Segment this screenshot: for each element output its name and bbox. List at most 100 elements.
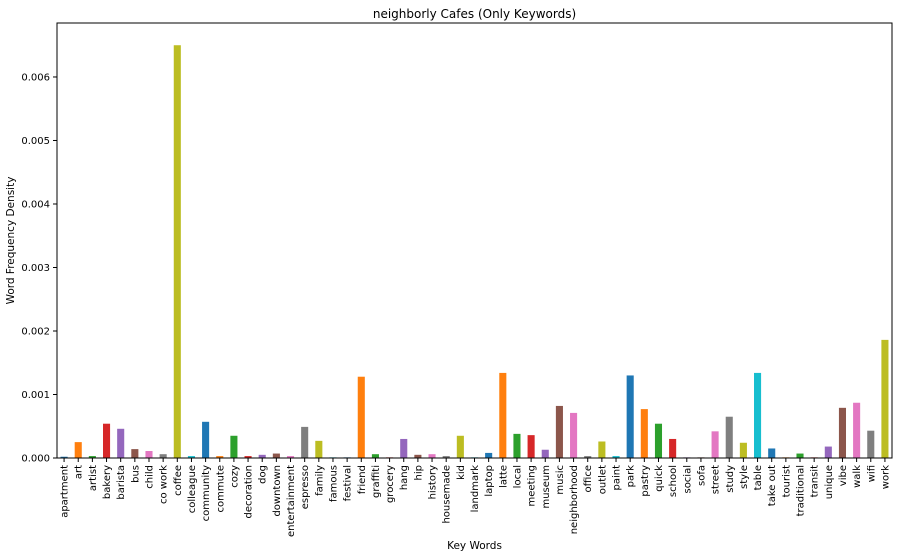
y-axis-label: Word Frequency Density: [5, 177, 17, 305]
y-tick-label: 0.000: [21, 454, 50, 465]
y-tick-label: 0.005: [21, 136, 50, 147]
x-tick-label: family: [314, 465, 325, 496]
x-tick-label: bus: [130, 465, 141, 483]
bar: [598, 441, 606, 458]
x-tick-label: dog: [258, 465, 269, 484]
bar: [796, 453, 804, 458]
x-tick-label: famous: [328, 465, 339, 502]
x-tick-label: co work: [159, 465, 170, 504]
bar: [584, 456, 592, 458]
y-tick-label: 0.001: [21, 390, 50, 401]
x-tick-label: bakery: [102, 465, 113, 499]
x-tick-label: coffee: [173, 465, 184, 496]
x-tick-label: history: [428, 465, 439, 499]
bar: [612, 456, 620, 458]
bar: [640, 409, 648, 458]
x-tick-label: child: [144, 465, 155, 489]
x-tick-label: laptop: [484, 465, 495, 497]
x-tick-label: social: [682, 465, 693, 494]
x-tick-label: espresso: [300, 465, 311, 509]
x-tick-label: artist: [88, 465, 99, 491]
bar: [527, 435, 535, 458]
bar: [74, 442, 82, 458]
x-tick-label: outlet: [597, 465, 608, 494]
bar: [442, 456, 450, 458]
bar: [357, 376, 365, 458]
bar: [159, 454, 167, 458]
x-tick-label: transit: [810, 465, 821, 497]
bar: [187, 456, 195, 458]
plot-frame: [56, 22, 893, 459]
x-tick-label: friend: [357, 465, 368, 494]
x-tick-label: grocery: [385, 465, 396, 503]
x-tick-label: school: [668, 465, 679, 497]
bar: [853, 402, 861, 458]
x-tick-label: study: [725, 465, 736, 493]
y-tick-label: 0.004: [21, 199, 50, 210]
x-tick-label: colleague: [187, 465, 198, 513]
x-tick-label: pastry: [640, 465, 651, 497]
x-tick-label: commute: [215, 465, 226, 513]
x-tick-label: take out: [767, 465, 778, 506]
x-tick-label: graffiti: [371, 465, 382, 498]
bar: [513, 433, 521, 458]
x-tick-label: museum: [541, 465, 552, 509]
bar: [626, 375, 634, 458]
x-tick-label: unique: [824, 465, 835, 499]
bar: [768, 448, 776, 458]
bar: [103, 423, 111, 458]
x-tick-label: park: [626, 465, 637, 488]
x-tick-label: quick: [654, 465, 665, 492]
bar: [202, 421, 210, 458]
x-tick-label: table: [753, 465, 764, 490]
bar: [428, 454, 436, 458]
bar: [414, 454, 422, 458]
x-tick-label: downtown: [272, 465, 283, 517]
x-tick-label: sofa: [696, 465, 707, 486]
x-tick-label: wifi: [866, 465, 877, 482]
bar: [570, 412, 578, 458]
x-tick-label: vibe: [838, 465, 849, 486]
bar: [485, 452, 493, 458]
bar: [371, 454, 379, 458]
x-tick-label: entertainment: [286, 465, 297, 537]
x-tick-label: cozy: [229, 465, 240, 488]
bar: [555, 405, 563, 458]
bar: [739, 442, 747, 458]
x-tick-label: office: [583, 465, 594, 492]
bar: [258, 454, 266, 458]
x-tick-label: work: [880, 465, 891, 489]
x-tick-label: art: [74, 465, 85, 479]
bar: [669, 438, 677, 458]
bar: [754, 372, 762, 458]
x-tick-label: hip: [413, 465, 424, 480]
y-tick-label: 0.002: [21, 326, 50, 337]
bar: [60, 456, 68, 458]
bar: [145, 451, 153, 458]
x-tick-label: housemade: [442, 465, 453, 524]
bar: [456, 435, 464, 458]
x-tick-label: hang: [399, 465, 410, 490]
x-tick-label: music: [555, 465, 566, 495]
bars-layer: [60, 45, 889, 458]
x-tick-label: barista: [116, 465, 127, 500]
bar: [711, 431, 719, 458]
bar: [230, 435, 238, 458]
x-tick-label: decoration: [244, 465, 255, 519]
bar: [499, 372, 507, 458]
chart-title: neighborly Cafes (Only Keywords): [373, 7, 576, 21]
y-tick-label: 0.006: [21, 72, 50, 83]
bar: [173, 45, 181, 458]
bar: [88, 456, 96, 458]
x-tick-label: apartment: [60, 465, 71, 518]
bar: [244, 456, 252, 458]
bar: [838, 407, 847, 458]
x-tick-label: community: [201, 465, 212, 521]
x-tick-label: paint: [612, 465, 623, 491]
bar: [881, 339, 889, 458]
x-tick-label: traditional: [796, 465, 807, 516]
bar: [286, 456, 295, 458]
x-tick-label: style: [739, 465, 750, 489]
bar: [216, 456, 224, 458]
x-tick-label: neighborhood: [569, 465, 580, 534]
